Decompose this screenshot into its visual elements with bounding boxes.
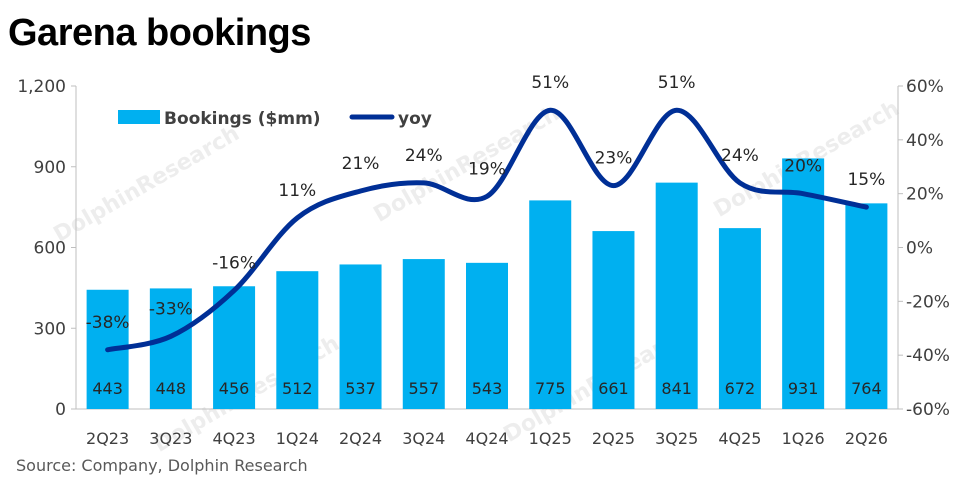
x-tick-label: 4Q23 [213,429,256,448]
yoy-value-label: 24% [405,146,443,166]
y-left-tick-label: 300 [34,319,66,339]
legend-bookings-label: Bookings ($mm) [164,109,321,129]
bar [655,182,698,409]
x-tick-label: 1Q25 [529,429,572,448]
bar [529,200,572,409]
bar-value-label: 557 [408,379,439,398]
yoy-value-label: -16% [212,254,256,274]
x-tick-label: 3Q24 [402,429,445,448]
bar-value-label: 931 [788,379,819,398]
y-left-tick-label: 900 [34,158,66,178]
x-tick-label: 4Q25 [718,429,761,448]
bar [718,228,761,409]
x-tick-label: 1Q26 [782,429,825,448]
y-right-tick-label: -20% [906,292,950,312]
legend-yoy-label: yoy [398,109,432,129]
yoy-value-label: 51% [658,73,696,93]
bar-value-label: 841 [661,379,692,398]
bar [213,286,256,409]
bar-value-label: 764 [851,379,882,398]
bar [592,231,635,409]
y-left-tick-label: 600 [34,239,66,259]
bar [466,262,508,409]
legend: Bookings ($mm) yoy [118,109,432,129]
bar [782,158,825,409]
bar-value-label: 443 [92,379,123,398]
y-right-tick-label: 20% [906,185,944,205]
bar [149,288,192,409]
x-tick-label: 1Q24 [276,429,319,448]
source-note: Source: Company, Dolphin Research [16,456,308,475]
watermark-text: DolphinResearch [50,121,244,248]
bar-value-label: 448 [156,379,187,398]
yoy-value-label: 23% [595,149,633,169]
bar-value-label: 672 [725,379,756,398]
x-tick-label: 4Q24 [465,429,508,448]
yoy-value-label: 19% [468,159,506,179]
y-right-tick-label: -60% [906,400,950,420]
bar-value-label: 661 [598,379,629,398]
bar-value-label: 512 [282,379,313,398]
bar [402,259,445,409]
yoy-value-label: -33% [149,299,193,319]
y-right-tick-label: 40% [906,131,944,151]
x-tick-label: 2Q25 [592,429,635,448]
yoy-value-label: -38% [86,313,130,333]
y-right-tick-label: 60% [906,77,944,97]
bars [86,158,888,409]
bar-value-label: 543 [472,379,503,398]
legend-bookings-swatch [118,110,160,124]
yoy-value-label: 15% [847,170,885,190]
yoy-value-label: 20% [784,157,822,177]
axes: 0 300 600 900 1,200 -60% -40% -20% 0% 20% 40% 60% 2Q… [17,77,950,448]
yoy-value-label: 51% [531,73,569,93]
y-left-tick-label: 1,200 [17,77,66,97]
x-tick-label: 3Q23 [149,429,192,448]
x-tick-label: 2Q23 [86,429,129,448]
labels: 443 448 456 512 537 557 543 775 661 841 672 931 764 -… [86,73,886,398]
x-tick-label: 2Q24 [339,429,382,448]
yoy-value-label: 21% [342,154,380,174]
yoy-series-line [105,107,869,353]
yoy-value-label: 11% [278,181,316,201]
yoy-line [105,107,869,353]
bar-value-label: 537 [345,379,376,398]
x-tick-label: 2Q26 [845,429,888,448]
bar [339,264,382,409]
bar [276,271,319,409]
bar-value-label: 775 [535,379,566,398]
chart-title: Garena bookings [8,12,311,54]
y-left-tick-label: 0 [55,400,66,420]
bar-value-label: 456 [219,379,250,398]
y-right-tick-label: -40% [906,346,950,366]
y-right-tick-label: 0% [906,239,933,259]
x-tick-label: 3Q25 [655,429,698,448]
yoy-value-label: 24% [721,146,759,166]
bar [845,203,888,409]
